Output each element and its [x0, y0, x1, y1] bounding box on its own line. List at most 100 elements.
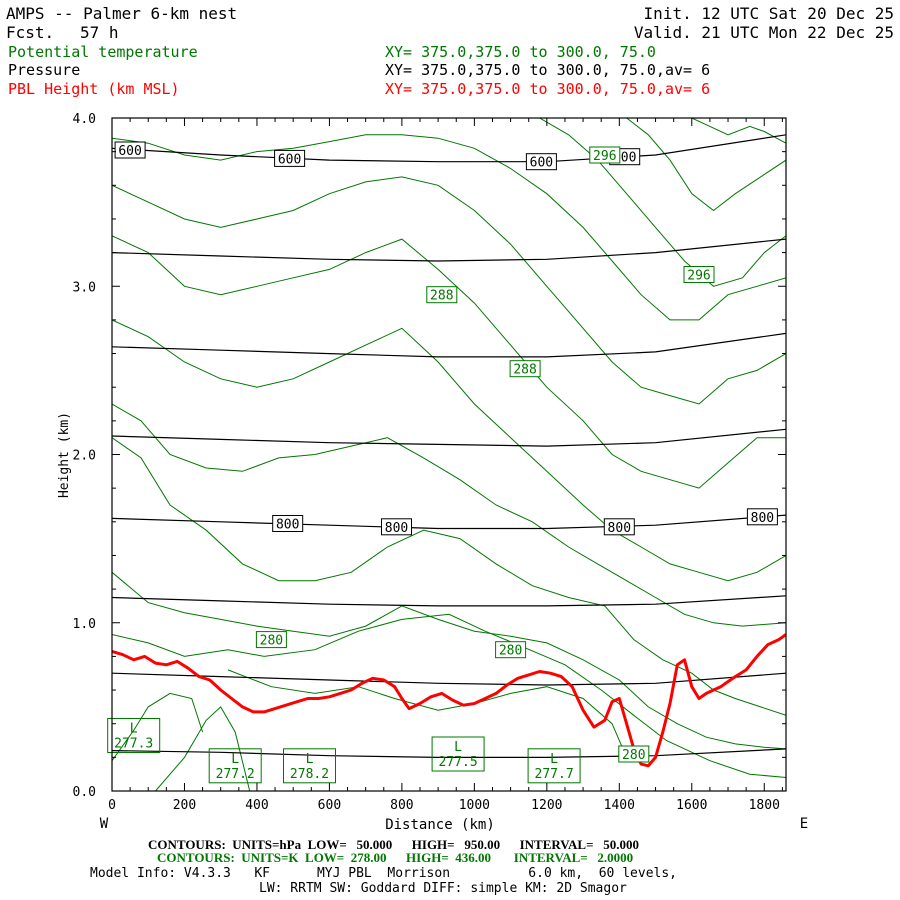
pressure-isobar-750: [112, 428, 786, 447]
theta-isentrope: [112, 613, 786, 778]
pressure-label: 600: [114, 141, 146, 159]
theta-minimum-box: [527, 748, 581, 784]
pressure-label-text: 600: [530, 156, 553, 171]
x-axis-west: W: [100, 816, 109, 832]
theta-minimum-box: [208, 748, 262, 784]
pressure-isobar-900: [112, 672, 786, 686]
theta-label: 280: [495, 641, 527, 659]
pressure-isobar-700: [112, 332, 786, 358]
x-tick-label: 400: [245, 798, 268, 813]
y-tick-label: 0.0: [73, 785, 96, 800]
pressure-isobar-600: [112, 134, 786, 163]
theta-label-box: [426, 286, 458, 304]
theta-label-box: [255, 631, 287, 649]
pressure-label-text: 600: [118, 144, 141, 159]
theta-label-text: 296: [593, 149, 616, 164]
theta-label: 280: [618, 745, 650, 763]
theta-isentrope: [112, 437, 786, 716]
x-tick-label: 1000: [459, 798, 490, 813]
y-tick-label: 2.0: [73, 449, 96, 464]
x-axis-east: E: [800, 816, 808, 832]
pressure-label-box: [603, 518, 635, 536]
forecast-hours: 57 h: [80, 23, 119, 42]
pressure-isobar-850: [112, 595, 786, 607]
theta-isentrope: [112, 571, 786, 750]
theta-label-box: [589, 146, 621, 164]
pressure-label-box: [381, 518, 412, 536]
pbl-height-line: [112, 633, 786, 768]
pressure-isobar-650: [112, 238, 786, 262]
pressure-label: 800: [381, 518, 412, 536]
theta-label-text: 280: [499, 644, 522, 659]
theta-isentrope: [112, 692, 204, 761]
theta-isentrope: [112, 319, 786, 582]
x-axis-title: Distance (km): [385, 817, 495, 833]
theta-minimum-letter: L: [231, 752, 239, 767]
theta-label-text: 280: [622, 748, 645, 763]
pressure-label-box: [525, 153, 557, 171]
forecast-label: Fcst.: [6, 23, 54, 42]
theta-label-box: [683, 266, 715, 283]
theta-label-box: [509, 360, 541, 378]
footer-pressure-contours: CONTOURS: UNITS=hPa LOW= 50.000 HIGH= 95…: [148, 837, 639, 852]
x-tick-label: 800: [390, 798, 413, 813]
x-tick-label: 1200: [531, 798, 562, 813]
plot-background: [112, 118, 786, 791]
theta-label: 288: [426, 286, 458, 304]
theta-minimum-value: 277.5: [439, 755, 478, 770]
pressure-label: 800: [746, 508, 778, 526]
theta-label: 296: [683, 266, 715, 284]
footer: CONTOURS: UNITS=hPa LOW= 50.000 HIGH= 95…: [148, 837, 639, 865]
theta-minimum-box: [107, 718, 161, 753]
field-pbl-name: PBL Height (km MSL): [8, 80, 180, 98]
pressure-label-text: 800: [751, 511, 774, 526]
theta-isentrope: [155, 706, 251, 791]
theta-label: 296: [589, 146, 621, 164]
theta-label-box: [618, 745, 650, 763]
footer-physics: LW: RRTM SW: Goddard DIFF: simple KM: 2D…: [259, 881, 627, 896]
theta-label-text: 288: [513, 363, 536, 378]
pbl-height-layer: [112, 633, 786, 768]
theta-minimum-value: 277.7: [535, 767, 574, 782]
pressure-label-box: [272, 515, 304, 532]
field-theta-name: Potential temperature: [8, 43, 198, 61]
x-tick-label: 600: [318, 798, 341, 813]
theta-label: 280: [255, 631, 287, 649]
theta-minimum-letter: L: [130, 722, 138, 737]
theta-minimum-box: [283, 748, 336, 784]
footer-model: Model Info: V4.3.3 KF MYJ PBL Morrison 6…: [90, 866, 677, 896]
valid-time: Valid. 21 UTC Mon 22 Dec 25: [634, 23, 894, 42]
footer-model-info: Model Info: V4.3.3 KF MYJ PBL Morrison 6…: [90, 866, 677, 881]
field-pressure-name: Pressure: [8, 61, 80, 79]
y-axis-title: Height (km): [57, 412, 72, 498]
theta-minimum-box: [431, 736, 485, 772]
theta-label-text: 280: [260, 634, 283, 649]
y-tick-label: 3.0: [73, 280, 96, 295]
pressure-label: 600: [274, 149, 306, 167]
theta-isentrope: [691, 118, 786, 144]
axes: 0 200 400 600 800 1000 1200 1400 1600 1800 0.0 1.0 2…: [73, 112, 786, 813]
theta-isentrope: [227, 669, 628, 758]
pressure-isobar-800: [112, 514, 786, 530]
theta-minimum-value: 277.2: [216, 767, 255, 782]
field-theta-xy: XY= 375.0,375.0 to 300.0, 75.0: [385, 43, 656, 61]
footer-theta-contours: CONTOURS: UNITS=K LOW= 278.00 HIGH= 436.…: [157, 850, 633, 865]
x-tick-label: 200: [173, 798, 196, 813]
y-tick-label: 4.0: [73, 112, 96, 127]
field-pbl-xy: XY= 375.0,375.0 to 300.0, 75.0,av= 6: [385, 80, 710, 98]
theta-minimum-letter: L: [454, 740, 462, 755]
pressure-label: 800: [603, 518, 635, 536]
theta-label-text: 296: [687, 269, 710, 284]
theta-minimum-letter: L: [306, 752, 314, 767]
theta-label-box: [495, 641, 527, 659]
field-legend: Potential temperature XY= 375.0,375.0 to…: [8, 43, 710, 98]
init-time: Init. 12 UTC Sat 20 Dec 25: [644, 4, 894, 23]
x-tick-label: 1400: [604, 798, 635, 813]
